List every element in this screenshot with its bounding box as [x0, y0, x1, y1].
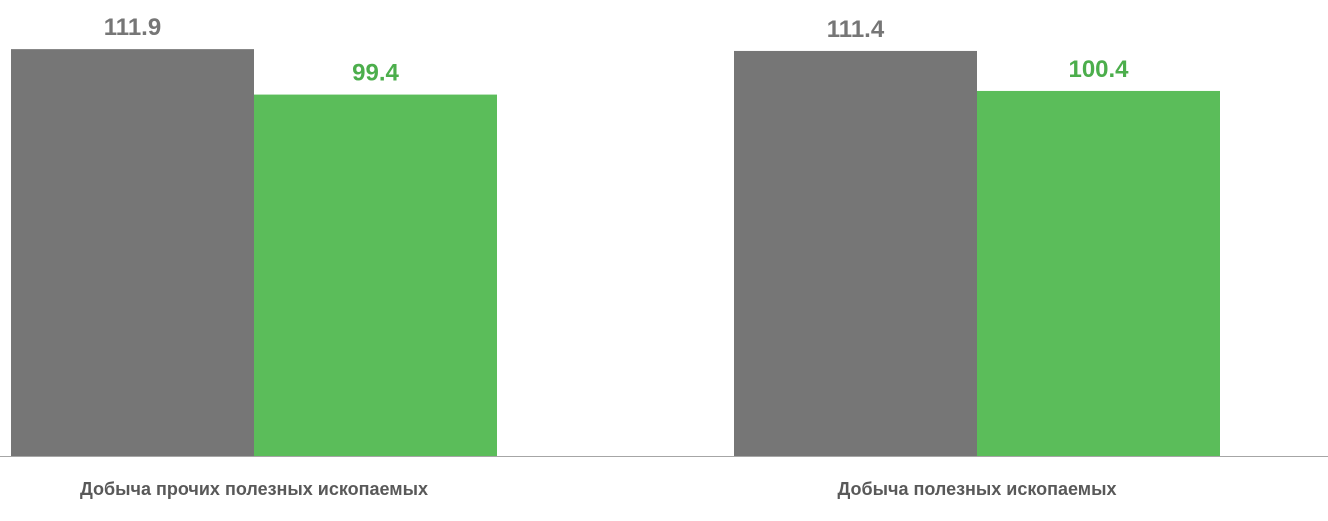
category-labels-group: Добыча прочих полезных ископаемых Добыча …: [80, 479, 1117, 499]
data-label-1-series-1: 111.9: [104, 14, 161, 41]
category-label-1: Добыча прочих полезных ископаемых: [80, 479, 428, 499]
data-label-2-series-2: 100.4: [1068, 56, 1129, 83]
value-labels-group: 111.9 99.4 111.4 100.4: [104, 14, 1129, 86]
bar-2-series-1: [734, 50, 977, 457]
data-label-1-series-2: 99.4: [352, 60, 399, 87]
category-label-2: Добыча полезных ископаемых: [837, 479, 1116, 499]
bar-2-series-2: [977, 90, 1220, 456]
bar-1-series-2: [254, 94, 497, 456]
bar-1-series-1: [11, 49, 254, 457]
data-label-2-series-1: 111.4: [827, 16, 885, 43]
bars-group: [11, 49, 1220, 457]
